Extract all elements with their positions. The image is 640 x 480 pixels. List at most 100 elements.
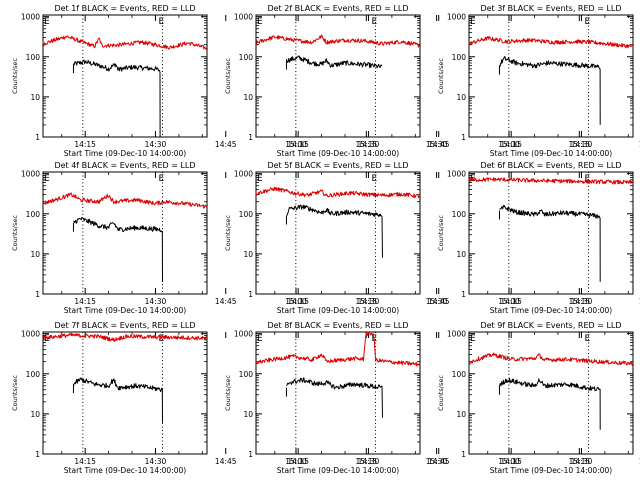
plot-frame: [42, 171, 208, 295]
x-axis-label: Start Time (09-Dec-10 14:00:00): [490, 306, 612, 315]
y-tick-label: 1: [35, 450, 40, 459]
y-axis-label: Counts/sec: [437, 375, 445, 411]
y-tick-label: 1000: [21, 170, 40, 179]
y-tick-label: 10: [30, 93, 40, 102]
marker-label: E: [470, 17, 476, 27]
plot-frame: [255, 14, 421, 138]
marker-label: E: [584, 334, 590, 344]
x-tick-label: 15:30: [639, 297, 640, 306]
lld-series-line: [468, 36, 633, 49]
panel-9: Det 9f BLACK = Events, RED = LLD 1 10 100 10…: [437, 321, 634, 475]
y-tick-label: 1000: [447, 170, 466, 179]
y-tick-label: 10: [30, 250, 40, 259]
panel-title: Det 6f BLACK = Events, RED = LLD: [480, 161, 621, 170]
x-axis-label: Start Time (09-Dec-10 14:00:00): [64, 306, 186, 315]
events-series-line: [286, 55, 383, 69]
y-axis-label: Counts/sec: [11, 58, 19, 94]
x-tick-label: 14:30: [358, 140, 380, 149]
panel-title: Det 7f BLACK = Events, RED = LLD: [54, 321, 195, 330]
x-tick-label: 15:00: [498, 297, 520, 306]
lld-series-line: [42, 332, 207, 342]
marker-label: E: [584, 17, 590, 27]
x-axis-label: Start Time (09-Dec-10 14:00:00): [64, 466, 186, 475]
panel-2: Det 2f BLACK = Events, RED = LLD 1 10 100 10…: [224, 4, 640, 158]
panel-title: Det 3f BLACK = Events, RED = LLD: [480, 4, 621, 13]
x-tick-label: 15:00: [285, 140, 307, 149]
events-series-line: [286, 204, 383, 258]
x-tick-label: 15:00: [498, 140, 520, 149]
x-tick-label: 15:00: [285, 297, 307, 306]
x-tick-label: 14:30: [571, 140, 593, 149]
x-tick-label: 14:30: [358, 297, 380, 306]
y-tick-label: 1000: [21, 13, 40, 22]
x-tick-label: 15:15: [569, 140, 591, 149]
y-tick-label: 10: [456, 250, 466, 259]
x-tick-label: 14:15: [500, 297, 522, 306]
y-tick-label: 10: [243, 250, 253, 259]
plot-frame: [255, 331, 421, 455]
y-tick-label: 1: [461, 450, 466, 459]
plot-frame: [255, 171, 421, 295]
panel-7: Det 7f BLACK = Events, RED = LLD 1 10 100 10…: [11, 321, 448, 475]
panel-title: Det 4f BLACK = Events, RED = LLD: [54, 161, 195, 170]
y-tick-label: 100: [26, 210, 41, 219]
x-tick-label: 15:15: [569, 457, 591, 466]
y-tick-label: 100: [239, 53, 254, 62]
x-tick-label: 15:15: [569, 297, 591, 306]
x-tick-label: 15:30: [426, 457, 448, 466]
x-tick-label: 15:30: [426, 140, 448, 149]
x-tick-label: 15:30: [426, 297, 448, 306]
plot-frame: [468, 171, 634, 295]
panel-8: Det 8f BLACK = Events, RED = LLD 1 10 100 10…: [224, 321, 640, 475]
x-axis-label: Start Time (09-Dec-10 14:00:00): [490, 149, 612, 158]
x-tick-label: 14:15: [287, 140, 309, 149]
marker-label: E: [257, 174, 263, 184]
x-tick-label: 14:15: [74, 297, 96, 306]
x-axis-label: Start Time (09-Dec-10 14:00:00): [277, 306, 399, 315]
x-tick-label: 14:45: [428, 457, 450, 466]
panel-title: Det 8f BLACK = Events, RED = LLD: [267, 321, 408, 330]
x-axis-label: Start Time (09-Dec-10 14:00:00): [490, 466, 612, 475]
x-tick-label: 14:15: [74, 457, 96, 466]
y-tick-label: 1: [461, 133, 466, 142]
lld-series-line: [468, 352, 634, 366]
events-series-line: [499, 205, 601, 282]
x-tick-label: 14:30: [571, 297, 593, 306]
x-tick-label: 15:15: [356, 140, 378, 149]
marker-label: E: [44, 174, 50, 184]
events-series-line: [286, 377, 383, 418]
y-tick-label: 1: [248, 290, 253, 299]
x-tick-label: 14:45: [428, 297, 450, 306]
x-tick-label: 14:15: [287, 457, 309, 466]
x-tick-label: 14:45: [215, 457, 237, 466]
lld-series-line: [42, 192, 207, 209]
panel-title: Det 5f BLACK = Events, RED = LLD: [267, 161, 408, 170]
marker-label: E: [584, 174, 590, 184]
x-tick-label: 14:30: [145, 457, 167, 466]
x-tick-label: 14:15: [74, 140, 96, 149]
x-tick-label: 15:00: [285, 457, 307, 466]
lld-series-line: [42, 35, 208, 51]
y-tick-label: 1000: [234, 330, 253, 339]
marker-label: E: [158, 174, 164, 184]
y-tick-label: 100: [26, 53, 41, 62]
marker-label: E: [470, 334, 476, 344]
lld-series-line: [255, 34, 421, 48]
y-tick-label: 100: [452, 53, 467, 62]
panel-5: Det 5f BLACK = Events, RED = LLD 1 10 100 10…: [224, 161, 640, 315]
y-axis-label: Counts/sec: [11, 215, 19, 251]
events-series-line: [73, 216, 163, 282]
y-tick-label: 1: [35, 133, 40, 142]
panel-6: Det 6f BLACK = Events, RED = LLD 1 10 100 10…: [437, 161, 634, 315]
y-tick-label: 100: [452, 370, 467, 379]
panel-3: Det 3f BLACK = Events, RED = LLD 1 10 100 10…: [437, 4, 634, 158]
x-axis-label: Start Time (09-Dec-10 14:00:00): [64, 149, 186, 158]
marker-label: E: [44, 17, 50, 27]
marker-label: E: [257, 334, 263, 344]
x-tick-label: 14:15: [500, 140, 522, 149]
lld-series-line: [468, 177, 634, 185]
x-tick-label: 14:30: [358, 457, 380, 466]
events-series-line: [499, 56, 601, 125]
marker-label: E: [158, 17, 164, 27]
y-tick-label: 1000: [234, 170, 253, 179]
